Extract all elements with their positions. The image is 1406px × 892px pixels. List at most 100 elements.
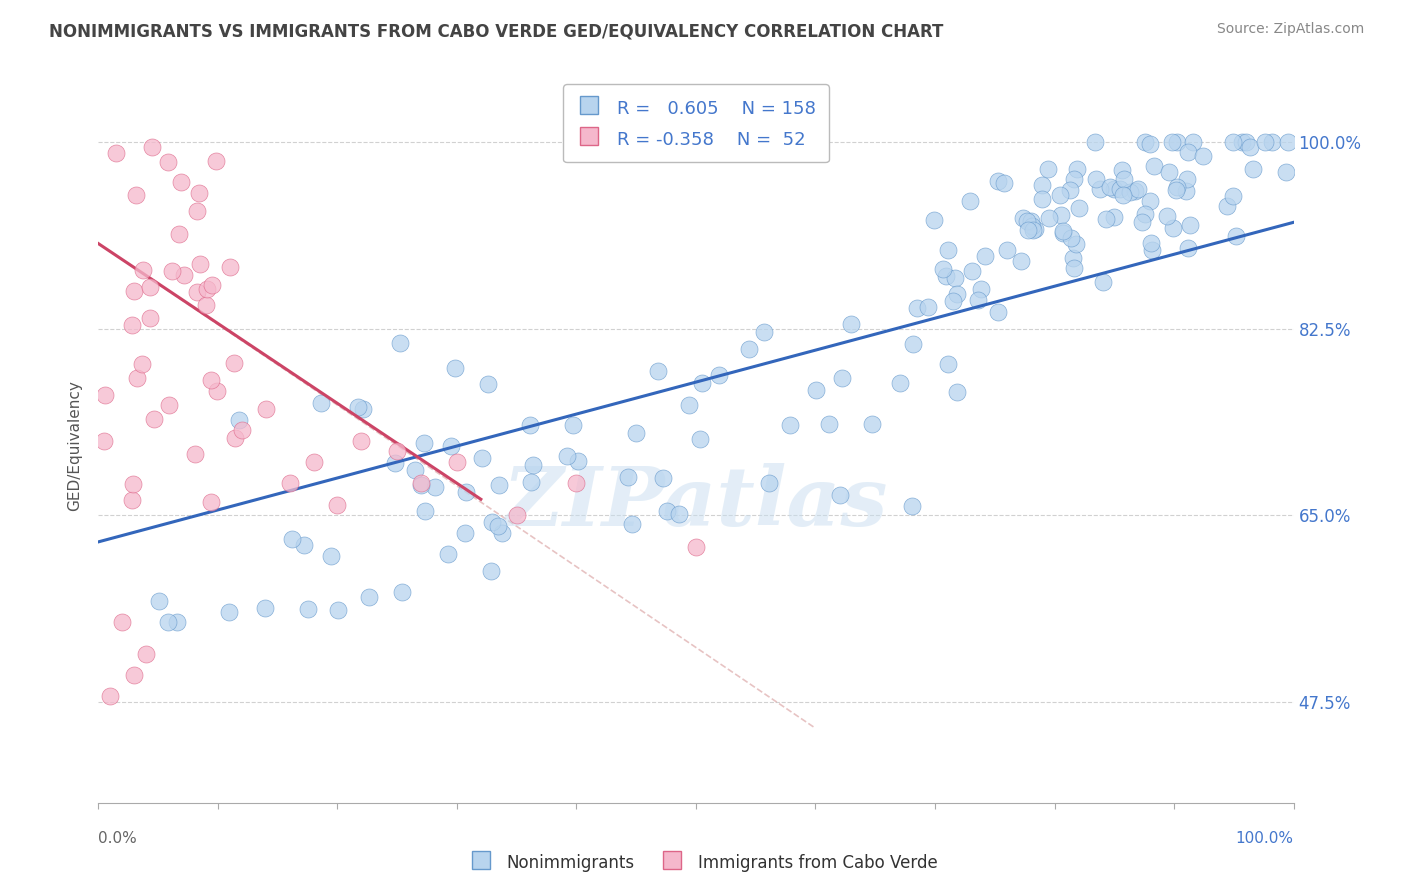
Point — [1111, 163, 1133, 178]
Point — [224, 431, 246, 445]
Point — [922, 213, 945, 227]
Point — [831, 370, 853, 384]
Point — [1139, 136, 1161, 151]
Point — [1123, 184, 1146, 198]
Point — [1128, 182, 1150, 196]
Point — [970, 282, 993, 296]
Point — [779, 417, 801, 432]
Point — [522, 458, 544, 473]
Point — [1031, 192, 1053, 206]
Point — [139, 280, 162, 294]
Point — [111, 615, 134, 629]
Point — [1112, 172, 1135, 186]
Point — [506, 508, 529, 523]
Point — [346, 400, 368, 414]
Point — [1140, 236, 1163, 251]
Point — [139, 310, 162, 325]
Point — [905, 301, 928, 315]
Point — [709, 368, 731, 382]
Point — [647, 364, 669, 378]
Point — [1104, 211, 1126, 225]
Point — [122, 284, 145, 298]
Point — [1049, 188, 1071, 202]
Point — [218, 260, 240, 274]
Point — [1036, 161, 1059, 176]
Point — [1022, 223, 1045, 237]
Point — [1222, 136, 1244, 150]
Point — [173, 268, 195, 282]
Point — [411, 478, 433, 492]
Point — [946, 286, 969, 301]
Point — [1112, 188, 1135, 202]
Point — [1031, 178, 1053, 192]
Point — [1062, 251, 1084, 265]
Point — [125, 188, 148, 202]
Point — [1216, 199, 1239, 213]
Legend: R =   0.605    N = 158, R = -0.358    N =  52: R = 0.605 N = 158, R = -0.358 N = 52 — [564, 84, 828, 162]
Point — [1050, 208, 1073, 222]
Point — [1052, 226, 1074, 240]
Point — [935, 268, 957, 283]
Point — [1166, 136, 1188, 150]
Point — [758, 475, 780, 490]
Point — [148, 594, 170, 608]
Point — [936, 357, 959, 371]
Point — [1182, 136, 1205, 150]
Point — [437, 547, 460, 561]
Point — [121, 318, 143, 333]
Point — [167, 227, 190, 242]
Point — [959, 194, 981, 208]
Point — [1095, 212, 1118, 227]
Point — [121, 493, 143, 508]
Point — [1234, 136, 1257, 150]
Point — [1142, 243, 1164, 257]
Point — [218, 605, 240, 619]
Point — [519, 418, 541, 433]
Point — [993, 176, 1015, 190]
Point — [1059, 231, 1081, 245]
Text: NONIMMIGRANTS VS IMMIGRANTS FROM CABO VERDE GED/EQUIVALENCY CORRELATION CHART: NONIMMIGRANTS VS IMMIGRANTS FROM CABO VE… — [49, 22, 943, 40]
Point — [678, 398, 700, 412]
Point — [1088, 182, 1111, 196]
Point — [1177, 172, 1199, 186]
Point — [942, 293, 965, 308]
Point — [131, 263, 153, 277]
Point — [936, 243, 959, 257]
Point — [471, 450, 494, 465]
Point — [131, 357, 153, 371]
Point — [690, 376, 713, 391]
Point — [1104, 182, 1126, 196]
Point — [943, 270, 966, 285]
Point — [98, 690, 122, 704]
Point — [657, 504, 679, 518]
Point — [520, 475, 543, 490]
Point — [357, 591, 380, 605]
Point — [184, 447, 207, 461]
Point — [1119, 186, 1142, 200]
Point — [1019, 214, 1042, 228]
Point — [157, 155, 180, 169]
Point — [491, 525, 513, 540]
Point — [486, 519, 509, 533]
Point — [626, 426, 648, 441]
Point — [754, 325, 776, 339]
Point — [1232, 136, 1254, 150]
Point — [1239, 139, 1261, 153]
Point — [141, 140, 163, 154]
Text: Source: ZipAtlas.com: Source: ZipAtlas.com — [1216, 22, 1364, 37]
Point — [967, 293, 990, 307]
Point — [1261, 136, 1284, 150]
Point — [1066, 162, 1088, 177]
Point — [280, 532, 302, 546]
Point — [1254, 136, 1277, 150]
Point — [200, 373, 222, 387]
Point — [562, 417, 585, 432]
Point — [1164, 183, 1187, 197]
Point — [1021, 219, 1043, 234]
Point — [292, 538, 315, 552]
Point — [1161, 221, 1184, 235]
Point — [987, 305, 1010, 319]
Point — [423, 480, 446, 494]
Point — [901, 499, 924, 513]
Y-axis label: GED/Equivalency: GED/Equivalency — [67, 381, 83, 511]
